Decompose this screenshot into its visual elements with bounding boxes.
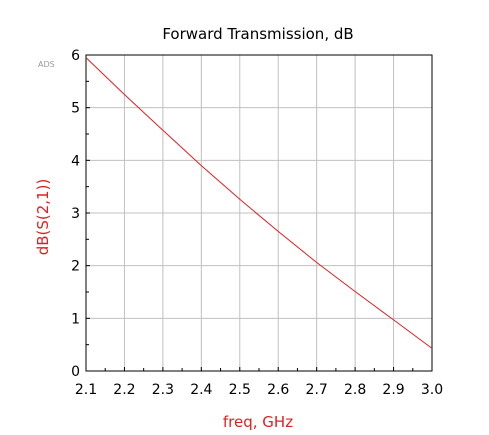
x-tick-label: 2.2: [113, 382, 135, 398]
x-tick-label: 2.1: [75, 382, 97, 398]
y-tick-label: 4: [71, 153, 80, 169]
x-tick-label: 2.5: [229, 382, 251, 398]
ads-watermark: ADS: [38, 60, 55, 69]
series-line: [85, 57, 433, 349]
x-tick-label: 2.9: [382, 382, 404, 398]
x-tick-label: 3.0: [421, 382, 443, 398]
x-axis-label: freq, GHz: [223, 413, 293, 431]
x-tick-label: 2.8: [344, 382, 366, 398]
y-tick-label: 1: [71, 311, 80, 327]
x-tick-label: 2.4: [190, 382, 212, 398]
axis-ticks: 2.1 2.2 2.3 2.4 2.5 2.6 2.7 2.8 2.9 3.0 0 1 2 3 4 5 6: [71, 48, 443, 398]
y-tick-label: 0: [71, 364, 80, 380]
chart-title: Forward Transmission, dB: [162, 25, 353, 43]
y-tick-label: 3: [71, 206, 80, 222]
y-axis-label: dB(S(2,1)): [34, 179, 52, 256]
y-tick-label: 2: [71, 259, 80, 275]
y-tick-label: 6: [71, 48, 80, 64]
series-layer: [85, 57, 433, 349]
x-tick-label: 2.3: [152, 382, 174, 398]
y-tick-label: 5: [71, 101, 80, 117]
grid-lines: [86, 55, 432, 371]
x-tick-label: 2.6: [267, 382, 289, 398]
x-tick-label: 2.7: [306, 382, 328, 398]
